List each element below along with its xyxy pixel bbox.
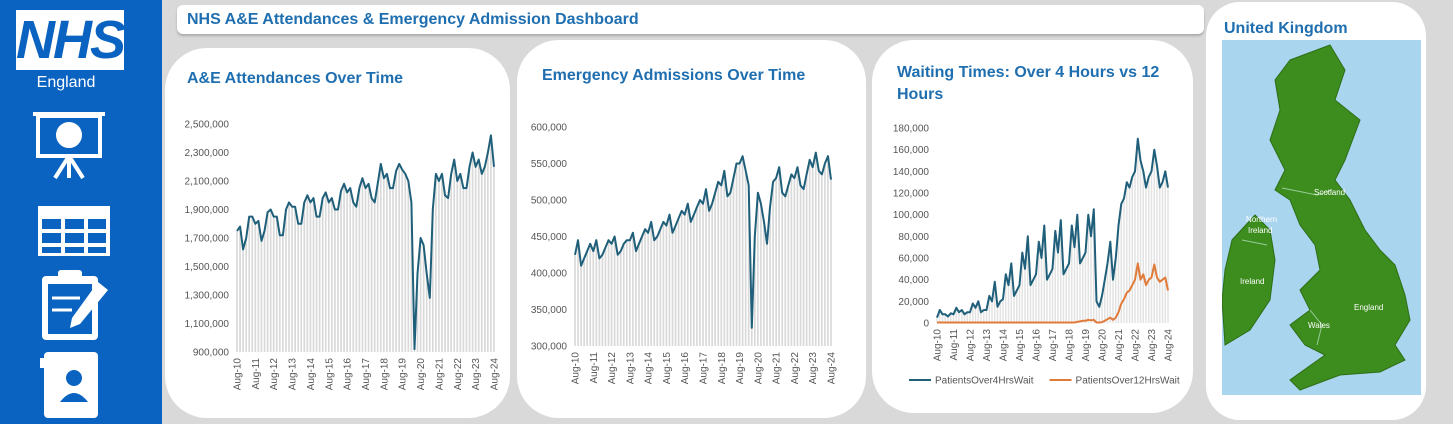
border bbox=[1281, 187, 1333, 196]
header-title: NHS A&E Attendances & Emergency Admissio… bbox=[187, 11, 639, 28]
ireland bbox=[1222, 214, 1276, 346]
clipboard-icon[interactable] bbox=[42, 270, 108, 340]
card bbox=[165, 48, 510, 418]
card bbox=[517, 40, 866, 418]
map-label: Wales bbox=[1308, 321, 1330, 330]
map-label: Ireland bbox=[1248, 226, 1272, 235]
contact-icon[interactable] bbox=[40, 352, 98, 418]
presentation-icon[interactable] bbox=[33, 112, 105, 180]
logo-subtitle: England bbox=[36, 74, 96, 91]
header-bar: NHS A&E Attendances & Emergency Admissio… bbox=[177, 5, 1204, 34]
map-label: Ireland bbox=[1240, 277, 1264, 286]
map-title: United Kingdom bbox=[1224, 20, 1348, 37]
map-label: England bbox=[1354, 303, 1383, 312]
table-icon[interactable] bbox=[38, 206, 110, 256]
logo-box: NHS bbox=[16, 10, 126, 70]
map-label: Northern bbox=[1246, 215, 1277, 224]
chart-title: Emergency Admissions Over Time bbox=[542, 67, 806, 84]
chart-title: A&E Attendances Over Time bbox=[187, 70, 404, 87]
chart-title: Waiting Times: Over 4 Hours vs 12 Hours bbox=[897, 64, 1160, 103]
border bbox=[1309, 309, 1323, 346]
border bbox=[1241, 239, 1268, 246]
great-britain bbox=[1269, 44, 1411, 391]
sidebar: NHS England bbox=[0, 0, 162, 424]
nav-icons bbox=[33, 112, 110, 418]
logo: NHS bbox=[16, 10, 126, 70]
map-label: Scotland bbox=[1314, 188, 1345, 197]
map: Scotland Northern Ireland Ireland Wales … bbox=[1222, 40, 1421, 395]
